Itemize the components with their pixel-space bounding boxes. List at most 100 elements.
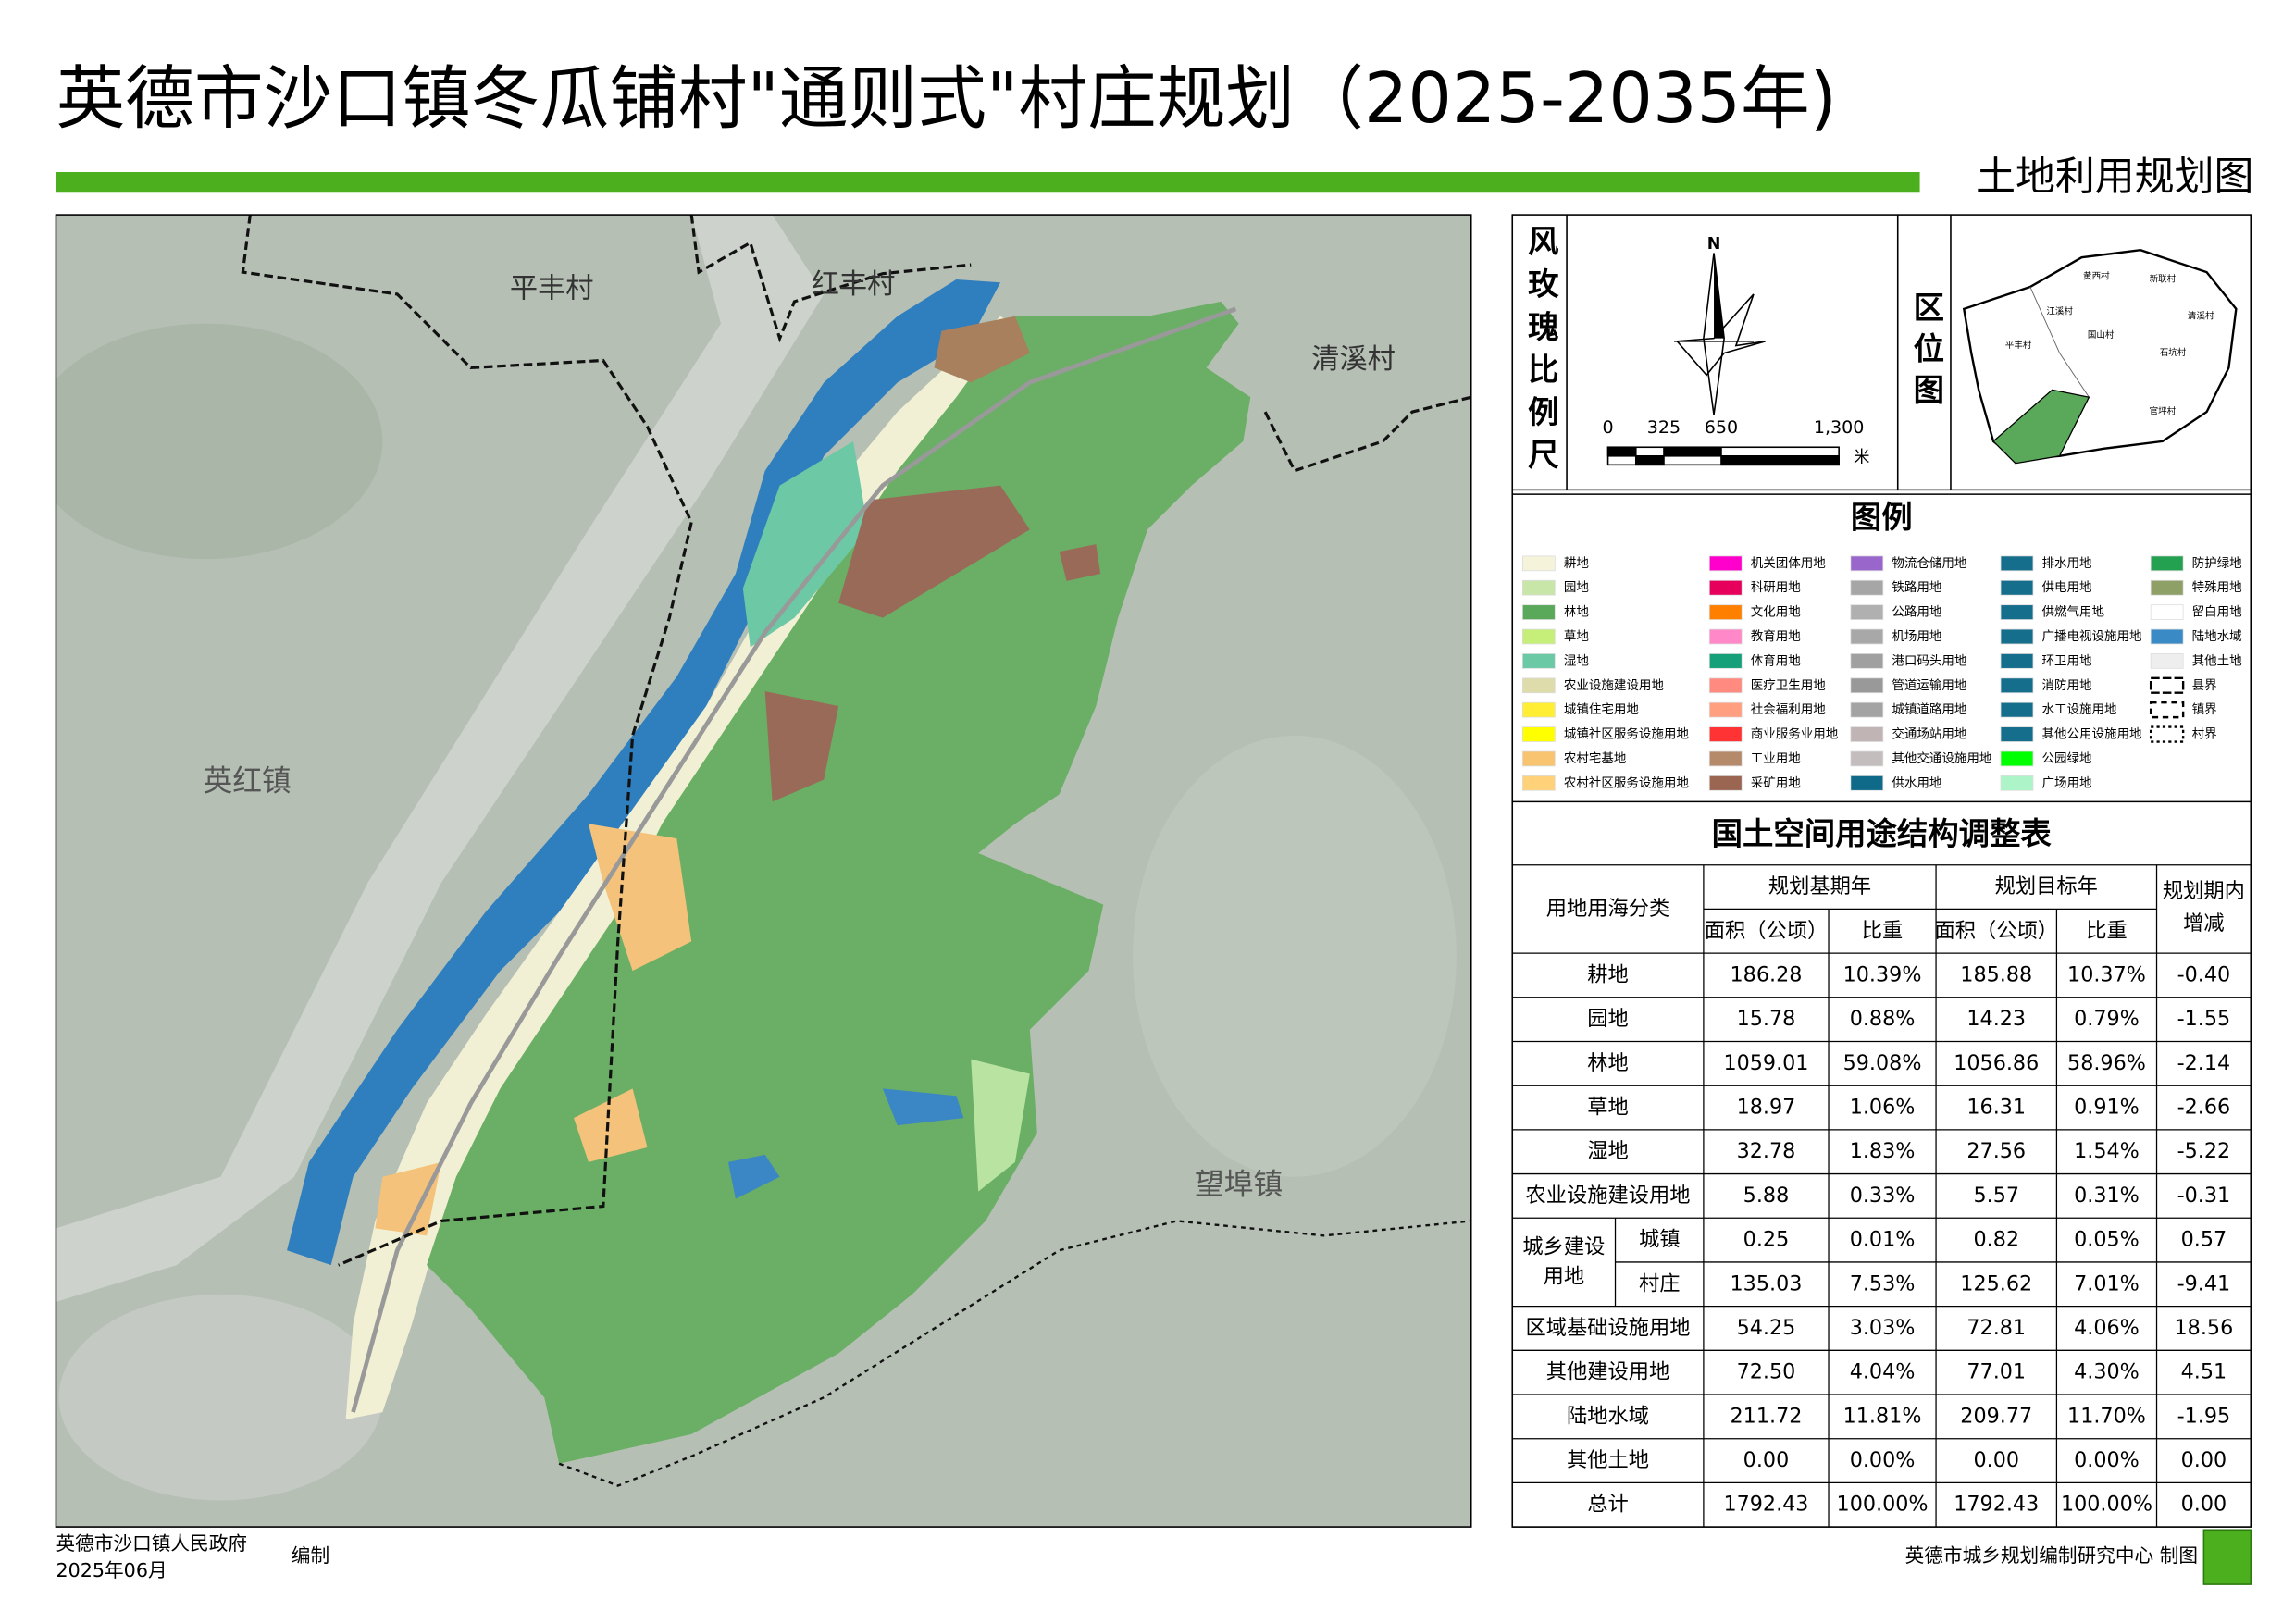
table-cell: 100.00%: [1837, 1493, 1929, 1517]
table-cell: -1.55: [2177, 1007, 2231, 1031]
legend-swatch: [1708, 653, 1743, 669]
rose-label: 风玫瑰比例尺: [1522, 225, 1558, 481]
legend-label: 湿地: [1564, 653, 1590, 668]
legend-label: 农村社区服务设施用地: [1564, 775, 1689, 790]
legend-swatch: [1850, 555, 1884, 572]
legend-swatch: [1850, 579, 1884, 596]
legend-swatch: [2000, 701, 2034, 718]
legend-swatch: [1708, 555, 1743, 572]
legend-label: 广场用地: [2042, 775, 2093, 790]
location-village: 新联村: [2150, 274, 2177, 285]
map-label: 清溪村: [1311, 343, 1396, 376]
legend-swatch: [1850, 701, 1884, 718]
table-cell: 0.31%: [2074, 1184, 2140, 1208]
table-cell: 1792.43: [1723, 1493, 1808, 1517]
table-cell: 区域基础设施用地: [1526, 1316, 1691, 1340]
legend-label: 机关团体用地: [1751, 556, 1826, 571]
table-cell: 陆地水域: [1567, 1404, 1649, 1428]
table-cell: 其他土地: [1567, 1448, 1649, 1472]
scale-label: 650: [1705, 417, 1738, 438]
subtitle: 土地利用规划图: [1976, 154, 2253, 200]
table-cell: 总计: [1587, 1493, 1629, 1517]
wind-rose: [1674, 253, 1766, 415]
table-cell: 72.81: [1966, 1316, 2026, 1340]
legend-label: 草地: [1564, 629, 1590, 644]
table-cell: 11.81%: [1843, 1404, 1922, 1428]
table-cell: 4.06%: [2074, 1316, 2140, 1340]
legend-label: 港口码头用地: [1892, 653, 1966, 668]
table-cell: 1056.86: [1954, 1051, 2039, 1075]
legend-swatch: [1708, 604, 1743, 620]
table-cell: 18.56: [2175, 1316, 2234, 1340]
legend-swatch: [1521, 750, 1556, 767]
table-cell: 16.31: [1966, 1096, 2026, 1120]
scale-unit: 米: [1854, 448, 1869, 466]
legend-swatch: [2150, 555, 2184, 572]
table-cell: 村庄: [1639, 1271, 1681, 1295]
table-cell: -5.22: [2177, 1139, 2231, 1163]
footer-action: 编制: [292, 1544, 329, 1567]
legend-label: 城镇道路用地: [1892, 702, 1966, 717]
legend-label: 其他公用设施用地: [2042, 727, 2142, 742]
table-cell: 0.91%: [2074, 1096, 2140, 1120]
legend-label: 交通场站用地: [1892, 726, 1966, 742]
legend-label: 农村宅基地: [1564, 750, 1627, 766]
location-village: 江溪村: [2046, 306, 2073, 317]
legend-label: 防护绿地: [2192, 556, 2243, 571]
table-cell: 7.01%: [2074, 1271, 2140, 1295]
legend-label: 排水用地: [2042, 556, 2093, 571]
scale-label: 325: [1647, 417, 1681, 438]
legend-swatch: [1521, 701, 1556, 718]
legend-label: 科研用地: [1751, 580, 1801, 595]
table-header: 比重: [1862, 919, 1904, 943]
table-cell: 5.88: [1743, 1184, 1790, 1208]
footer-org: 英德市沙口镇人民政府: [56, 1532, 247, 1555]
legend-swatch: [2150, 604, 2184, 620]
legend-swatch: [2150, 653, 2184, 669]
legend-swatch: [1708, 775, 1743, 791]
legend-label: 公园绿地: [2042, 751, 2093, 766]
legend-swatch: [2150, 628, 2184, 645]
table-cell: 1.54%: [2074, 1139, 2140, 1163]
legend-label: 水工设施用地: [2042, 702, 2117, 717]
table-cell: -9.41: [2177, 1271, 2231, 1295]
legend-swatch: [2149, 676, 2185, 694]
location-village: 黄西村: [2083, 270, 2110, 281]
legend-swatch: [1850, 628, 1884, 645]
table-cell: 草地: [1587, 1096, 1629, 1120]
footer-date: 2025年06月: [56, 1559, 167, 1581]
title: 英德市沙口镇冬瓜铺村"通则式"村庄规划（2025-2035年): [56, 58, 1836, 139]
table-cell: 4.51: [2181, 1360, 2227, 1384]
legend-label: 文化用地: [1751, 605, 1801, 620]
legend-label: 供电用地: [2042, 580, 2093, 595]
table-cell: 15.78: [1737, 1007, 1796, 1031]
table-cell: 5.57: [1973, 1184, 2019, 1208]
legend-swatch: [2000, 628, 2034, 645]
legend-swatch: [1521, 726, 1556, 742]
legend-swatch: [2000, 677, 2034, 694]
table-cell: 园地: [1587, 1007, 1629, 1031]
table-cell: 186.28: [1731, 962, 1803, 986]
legend-label: 广播电视设施用地: [2042, 629, 2142, 644]
legend: 耕地园地林地草地湿地农业设施建设用地城镇住宅用地城镇社区服务设施用地农村宅基地农…: [1521, 555, 2243, 791]
table-cell: 54.25: [1737, 1316, 1796, 1340]
map-label: 英红镇: [203, 764, 291, 799]
map-frame: [55, 214, 1472, 1528]
legend-title: 图例: [1851, 500, 1913, 536]
table-cell: 0.01%: [1850, 1228, 1916, 1252]
table-header: 规划基期年: [1768, 874, 1871, 899]
legend-label: 工业用地: [1751, 751, 1801, 766]
table-cell: 0.88%: [1850, 1007, 1916, 1031]
map-label: 平丰村: [510, 273, 594, 305]
table-cell: 其他建设用地: [1546, 1360, 1670, 1384]
table-cell: 0.00: [1973, 1448, 2019, 1472]
legend-label: 铁路用地: [1892, 580, 1942, 595]
table-header: 面积（公顷）: [1705, 919, 1829, 943]
legend-label: 耕地: [1564, 555, 1590, 571]
legend-label: 商业服务业用地: [1751, 727, 1839, 742]
legend-swatch: [1708, 677, 1743, 694]
legend-swatch: [1521, 555, 1556, 572]
legend-swatch: [2150, 579, 2184, 596]
legend-swatch: [1708, 579, 1743, 596]
